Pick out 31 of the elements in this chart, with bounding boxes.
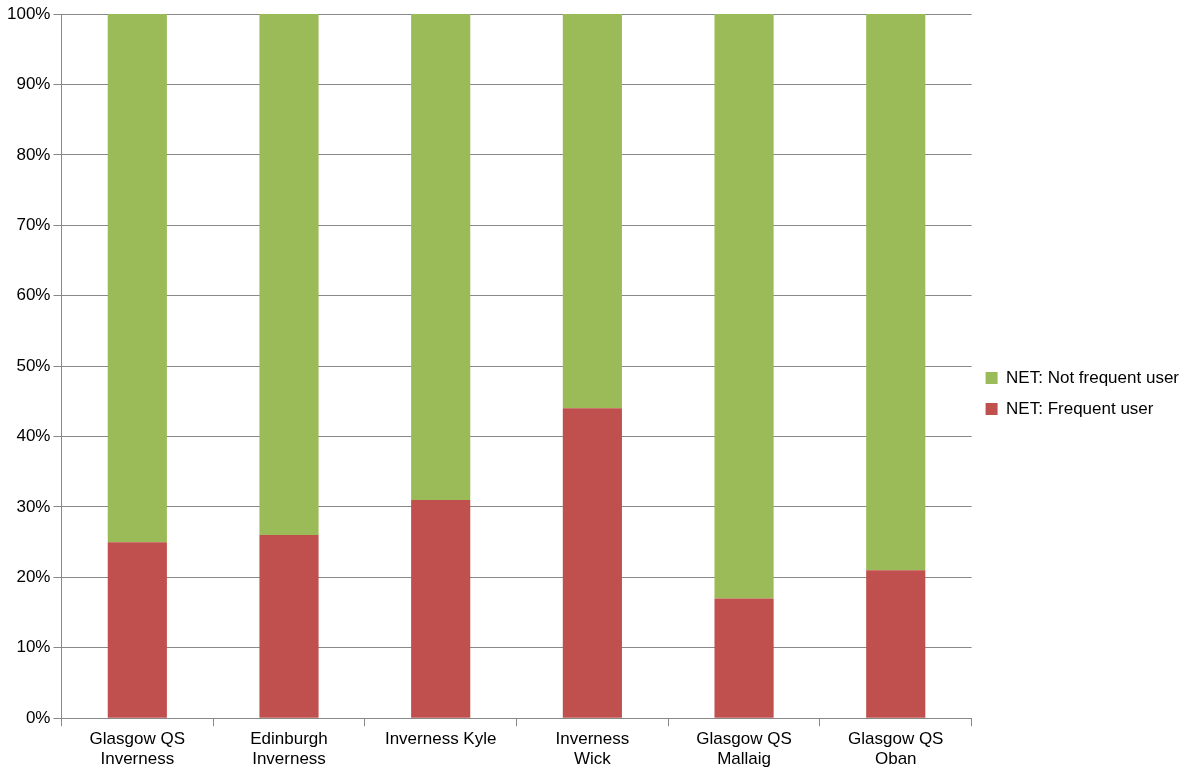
bar bbox=[714, 14, 774, 599]
y-tick-label: 40% bbox=[16, 426, 51, 446]
y-tick-label: 100% bbox=[7, 3, 51, 23]
legend-label: NET: Frequent user bbox=[1006, 398, 1154, 418]
y-tick-label: 80% bbox=[16, 144, 51, 164]
legend-label: NET: Not frequent user bbox=[1006, 367, 1180, 387]
y-tick-label: 70% bbox=[16, 214, 51, 234]
bar bbox=[562, 14, 622, 409]
bar bbox=[411, 499, 471, 718]
x-tick-label: Glasgow QS Oban bbox=[848, 729, 944, 769]
bar bbox=[107, 542, 167, 718]
y-tick-label: 20% bbox=[16, 567, 51, 587]
y-tick-label: 0% bbox=[25, 707, 51, 727]
y-tick-label: 50% bbox=[16, 355, 51, 375]
bar bbox=[259, 535, 319, 718]
bar bbox=[411, 14, 471, 500]
bar bbox=[866, 14, 926, 571]
y-tick-label: 60% bbox=[16, 285, 51, 305]
y-tick-label: 30% bbox=[16, 496, 51, 516]
x-tick-label: Inverness Wick bbox=[555, 729, 630, 769]
y-tick-label: 90% bbox=[16, 74, 51, 94]
x-tick-label: Glasgow QS Inverness bbox=[89, 729, 186, 769]
y-tick-label: 10% bbox=[16, 637, 51, 657]
x-tick-label: Inverness Kyle bbox=[384, 729, 497, 749]
bar bbox=[562, 408, 622, 718]
x-tick-label: Edinburgh Inverness bbox=[250, 729, 328, 769]
bar bbox=[866, 570, 926, 718]
x-tick-label: Glasgow QS Mallaig bbox=[696, 729, 792, 769]
bar bbox=[107, 14, 167, 543]
bar bbox=[259, 14, 319, 536]
bar bbox=[714, 598, 774, 718]
